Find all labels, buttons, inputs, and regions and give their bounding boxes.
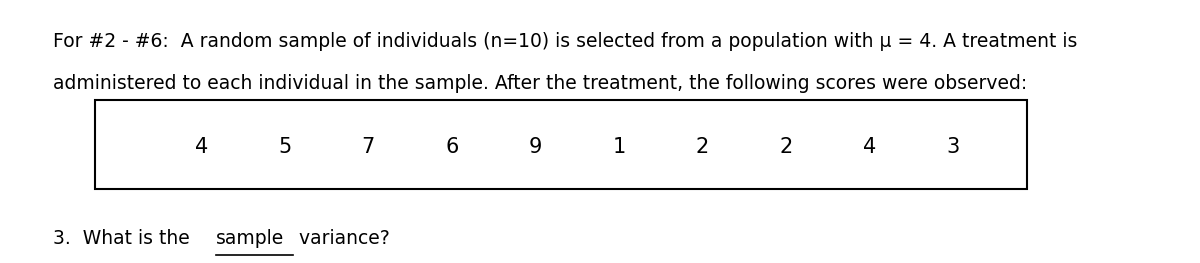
Text: 7: 7 xyxy=(361,137,374,157)
FancyBboxPatch shape xyxy=(95,100,1027,189)
Text: 1: 1 xyxy=(612,137,625,157)
Text: 9: 9 xyxy=(529,137,542,157)
Text: variance?: variance? xyxy=(293,229,390,248)
Text: 6: 6 xyxy=(445,137,458,157)
Text: For #2 - #6:  A random sample of individuals (n=10) is selected from a populatio: For #2 - #6: A random sample of individu… xyxy=(53,32,1078,50)
Text: 3: 3 xyxy=(947,137,960,157)
Text: 4: 4 xyxy=(194,137,208,157)
Text: sample: sample xyxy=(216,229,283,248)
Text: 2: 2 xyxy=(780,137,793,157)
Text: 5: 5 xyxy=(278,137,292,157)
Text: 2: 2 xyxy=(696,137,709,157)
Text: administered to each individual in the sample. After the treatment, the followin: administered to each individual in the s… xyxy=(53,74,1027,93)
Text: 4: 4 xyxy=(863,137,876,157)
Text: 3.  What is the: 3. What is the xyxy=(53,229,196,248)
